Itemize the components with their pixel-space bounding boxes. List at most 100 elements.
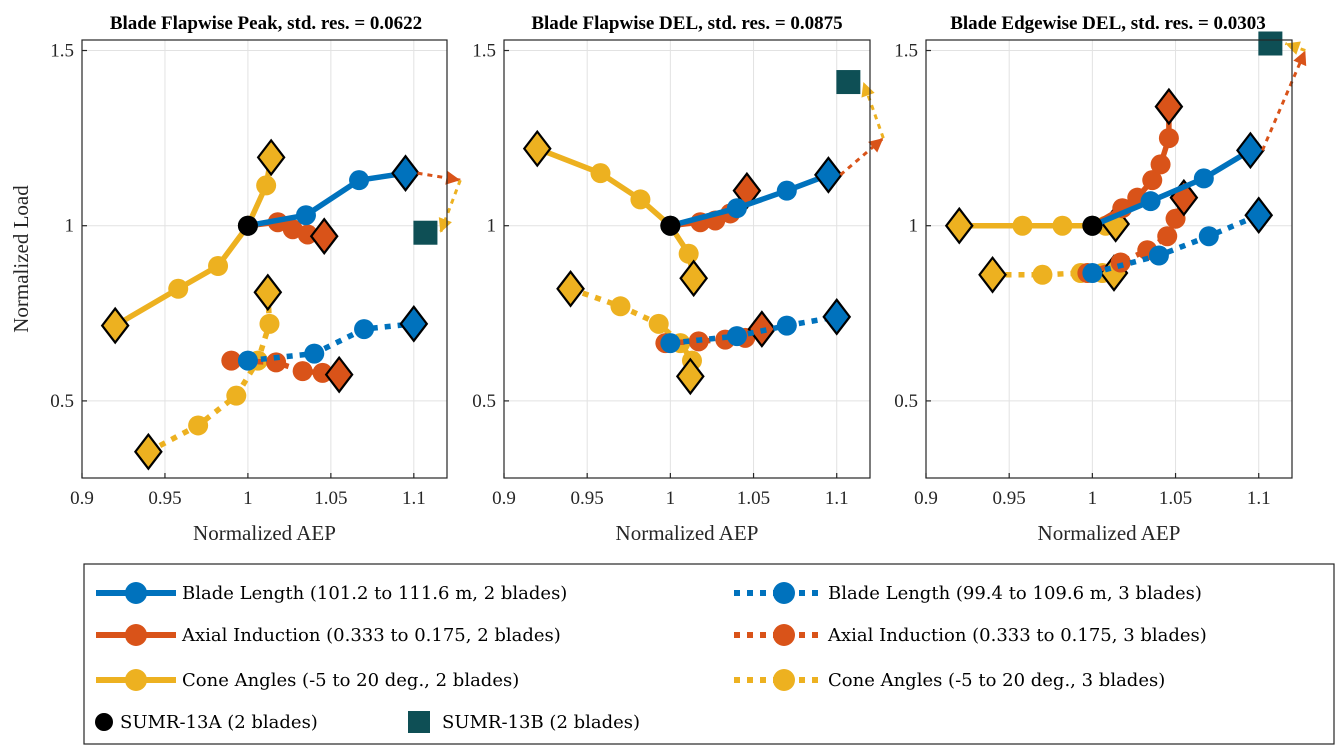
point-marker-cone3 [188, 415, 209, 436]
point-marker-bl2 [726, 198, 747, 219]
x-tick-label: 0.9 [914, 488, 938, 509]
point-marker-bl3 [726, 326, 747, 347]
legend-marker-sumr13a [95, 713, 113, 731]
x-tick-label: 1.05 [314, 488, 347, 509]
series-line-bl2 [247, 170, 406, 229]
point-marker-cone3 [648, 313, 669, 334]
point-marker-ai3 [1157, 226, 1178, 247]
legend-label-cone2: Cone Angles (-5 to 20 deg., 2 blades) [182, 670, 519, 691]
series-line-bl2 [1091, 148, 1252, 229]
legend-label-cone3: Cone Angles (-5 to 20 deg., 3 blades) [828, 670, 1165, 691]
y-tick-label: 0.5 [50, 391, 74, 412]
chart-title: Blade Flapwise Peak, std. res. = 0.0622 [110, 13, 422, 34]
y-tick-label: 1 [487, 216, 497, 237]
point-marker-cone2 [590, 163, 611, 184]
endpoint-diamond-cone2 [256, 138, 286, 177]
x-axis-label: Normalized AEP [193, 521, 336, 545]
point-marker-bl3 [660, 333, 681, 354]
startpoint-diamond-cone3 [978, 255, 1007, 294]
legend: Blade Length (101.2 to 111.6 m, 2 blades… [83, 563, 1335, 745]
axes-box [81, 39, 448, 479]
endpoint-diamond-ai3 [324, 355, 354, 394]
point-marker-ai2 [1150, 154, 1171, 175]
x-axis-label: Normalized AEP [1038, 521, 1181, 545]
series-cone2 [522, 129, 709, 298]
plot-area [926, 40, 1292, 478]
point-marker-bl3 [237, 350, 258, 371]
point-marker-bl3 [304, 343, 325, 364]
point-marker-cone2 [630, 189, 651, 210]
point-marker-bl2 [1193, 168, 1214, 189]
point-marker-bl2 [349, 170, 370, 191]
x-tick-label: 0.9 [70, 488, 94, 509]
point-marker-ai2 [1158, 128, 1179, 149]
legend-marker-cone3 [773, 669, 795, 691]
point-marker-ai3 [292, 361, 313, 382]
y-tick-label: 1.5 [472, 41, 496, 62]
series-line-bl3 [247, 321, 415, 364]
legend-box [83, 563, 1335, 745]
point-marker-cone3 [259, 313, 280, 334]
startpoint-diamond-cone2 [100, 306, 130, 345]
chart-title: Blade Flapwise DEL, std. res. = 0.0875 [531, 13, 842, 34]
endpoint-diamond-cone3 [253, 273, 283, 312]
plot-area [82, 40, 447, 478]
legend-label-bl2: Blade Length (101.2 to 111.6 m, 2 blades… [182, 583, 567, 604]
legend-label-sumr13b: SUMR-13B (2 blades) [442, 712, 640, 733]
startpoint-diamond-cone3 [556, 269, 585, 308]
y-axis-label: Normalized Load [9, 185, 33, 333]
point-marker-ai3 [266, 352, 287, 373]
point-marker-bl3 [1198, 226, 1219, 247]
point-marker-bl2 [295, 205, 316, 226]
arrow-to-sumr13b-orange [417, 170, 461, 185]
sumr13a-marker [237, 215, 258, 236]
y-tick-label: 1 [65, 216, 75, 237]
series-bl3 [237, 305, 429, 371]
legend-label-ai2: Axial Induction (0.333 to 0.175, 2 blade… [181, 625, 561, 646]
chart-panels: 0.9 0.95 1 1.05 1.1 0.5 1 1.5 Blade Flapwise Pea… [9, 13, 1307, 545]
endpoint-diamond-bl3 [1244, 196, 1274, 235]
series-cone2 [100, 138, 286, 345]
sumr13a-marker [1082, 215, 1103, 236]
point-marker-cone3 [610, 296, 631, 317]
point-marker-cone2 [1052, 215, 1073, 236]
series-line-bl3 [670, 314, 838, 346]
y-tick-label: 1.5 [50, 41, 74, 62]
series-bl3 [1082, 196, 1274, 284]
legend-label-sumr13a: SUMR-13A (2 blades) [120, 712, 318, 733]
legend-marker-ai2 [125, 624, 147, 646]
x-tick-label: 0.95 [148, 488, 181, 509]
legend-marker-bl2 [125, 582, 147, 604]
endpoint-diamond-cone3 [675, 357, 705, 396]
arrow-to-sumr13b-yellow [1284, 41, 1306, 55]
series-bl3 [660, 298, 852, 354]
sumr13b-marker [1258, 31, 1283, 56]
endpoint-diamond-bl3 [399, 305, 429, 343]
y-tick-label: 1.5 [894, 41, 918, 62]
point-marker-cone2 [678, 243, 699, 264]
endpoint-diamond-bl3 [822, 298, 852, 336]
sumr13b-marker [836, 70, 861, 95]
point-marker-bl3 [776, 315, 797, 336]
x-axis-label: Normalized AEP [616, 521, 759, 545]
startpoint-diamond-cone2 [522, 129, 552, 168]
x-tick-label: 0.9 [492, 488, 516, 509]
point-marker-cone2 [1012, 215, 1033, 236]
legend-marker-cone2 [125, 669, 147, 691]
legend-label-ai3: Axial Induction (0.333 to 0.175, 3 blade… [827, 625, 1207, 646]
legend-marker-bl3 [773, 582, 795, 604]
endpoint-diamond-ai2 [1154, 87, 1184, 126]
axes-box [503, 39, 871, 479]
point-marker-cone3 [1032, 264, 1053, 285]
endpoint-diamond-bl2 [1236, 131, 1265, 170]
point-marker-cone2 [168, 278, 189, 299]
chart-panel-1: 0.9 0.95 1 1.05 1.1 0.5 1 1.5 Blade Flapwise Pea… [9, 13, 462, 545]
x-tick-label: 1.1 [825, 488, 849, 509]
endpoint-diamond-ai2 [309, 217, 339, 256]
point-marker-ai3 [221, 350, 242, 371]
point-marker-cone3 [226, 385, 247, 406]
x-tick-label: 1 [666, 488, 676, 509]
x-tick-label: 0.95 [993, 488, 1026, 509]
sumr13b-marker [413, 220, 438, 245]
point-marker-bl3 [1148, 245, 1169, 266]
